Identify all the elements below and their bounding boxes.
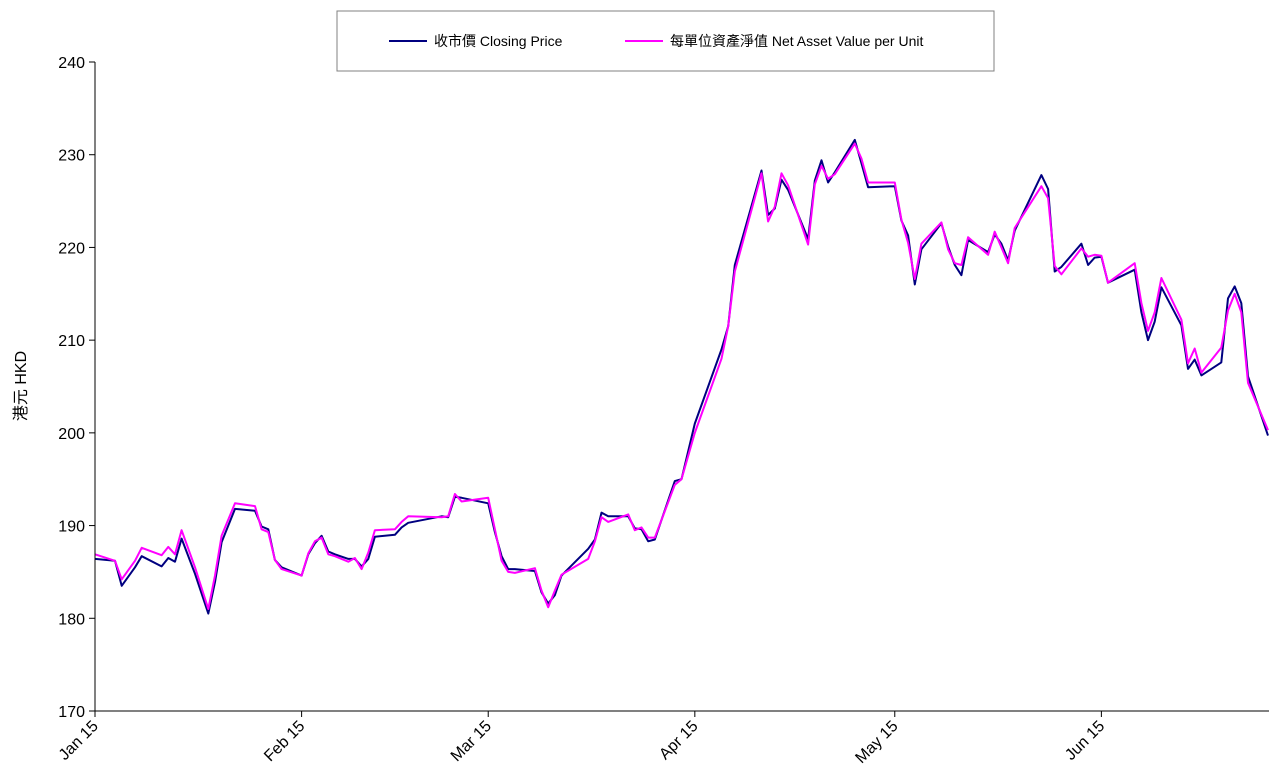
legend-label-closing-price: 收市價 Closing Price (434, 33, 563, 49)
y-tick-label: 210 (58, 333, 85, 350)
x-tick-label: Jun 15 (1062, 718, 1108, 764)
legend: 收市價 Closing Price 每單位資產淨值 Net Asset Valu… (336, 10, 995, 72)
x-tick-label: May 15 (852, 718, 901, 767)
y-tick-label: 230 (58, 148, 85, 165)
y-tick-label: 170 (58, 704, 85, 721)
y-tick-label: 190 (58, 519, 85, 536)
x-tick-label: Mar 15 (448, 718, 495, 765)
x-tick-label: Jan 15 (56, 718, 102, 764)
series-lines (94, 138, 1269, 615)
x-axis-ticks: Jan 15 Feb 15 Mar 15 Apr 15 May 15 Jun 15 (56, 711, 1108, 767)
y-tick-label: 240 (58, 55, 85, 72)
nav-per-unit-line (94, 142, 1269, 610)
y-axis-title: 港元 HKD (12, 351, 30, 421)
y-axis-ticks: 170 180 190 200 210 220 230 240 (58, 55, 95, 721)
x-tick-label: Apr 15 (656, 718, 701, 763)
legend-box (336, 10, 995, 72)
y-tick-label: 200 (58, 426, 85, 443)
legend-label-nav-per-unit: 每單位資產淨值 Net Asset Value per Unit (670, 33, 923, 49)
x-tick-label: Feb 15 (261, 718, 308, 765)
y-tick-label: 180 (58, 611, 85, 628)
y-tick-label: 220 (58, 240, 85, 257)
